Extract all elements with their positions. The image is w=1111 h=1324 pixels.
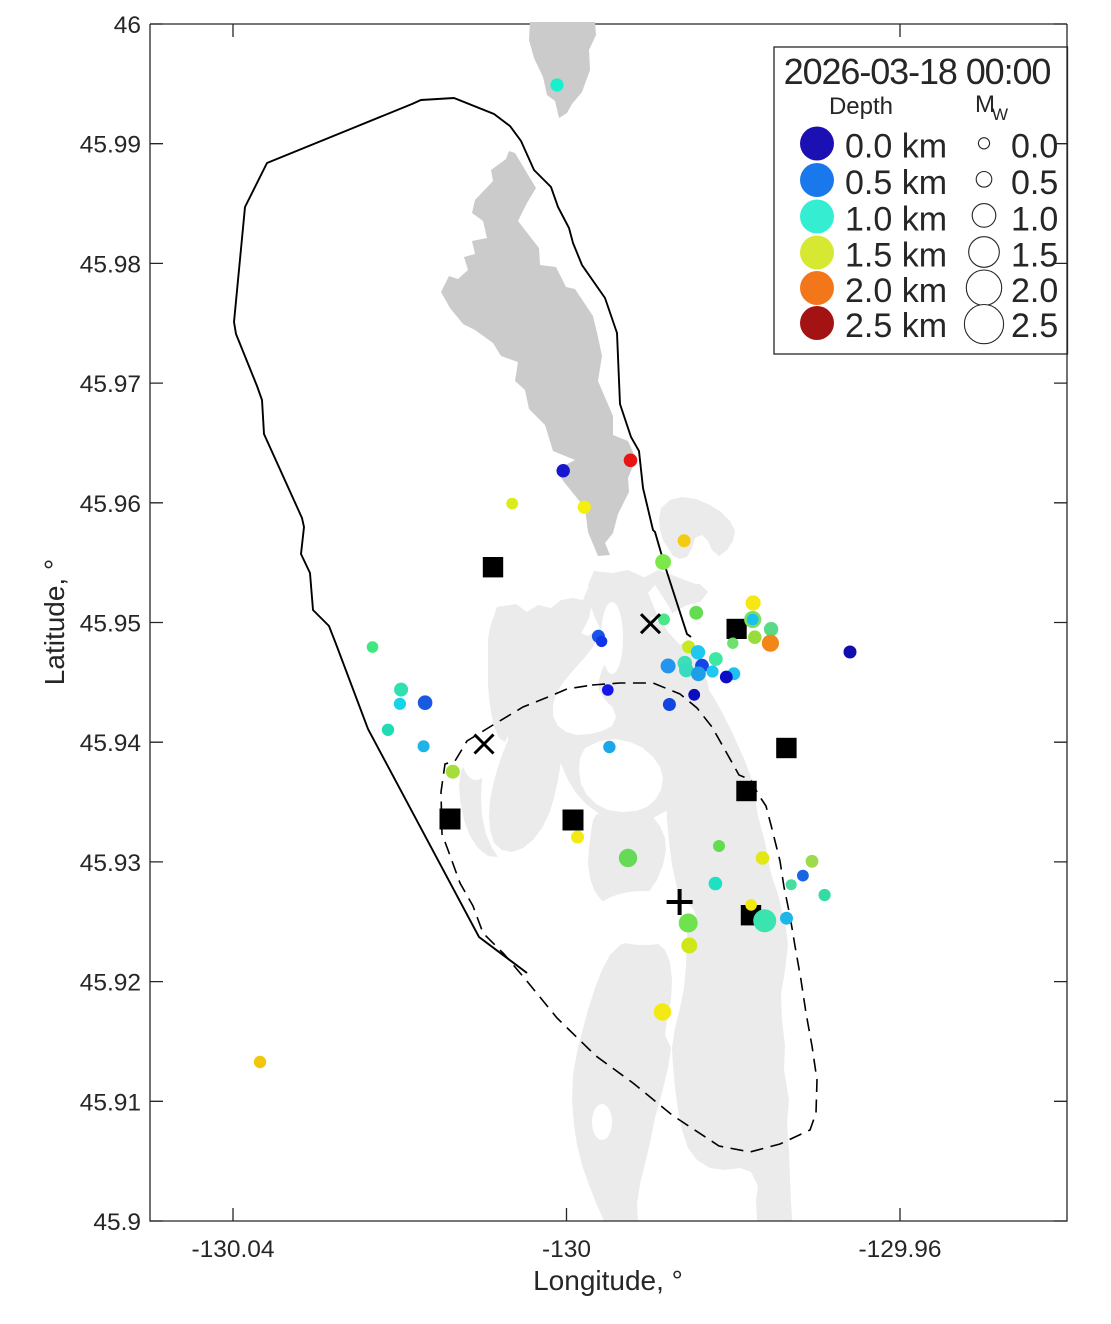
svg-text:2.5: 2.5 <box>1011 307 1058 345</box>
svg-text:0.5: 0.5 <box>1011 164 1058 202</box>
svg-text:45.97: 45.97 <box>80 371 141 398</box>
svg-text:0.0 km: 0.0 km <box>845 128 947 166</box>
svg-text:-129.96: -129.96 <box>858 1236 941 1263</box>
svg-text:45.92: 45.92 <box>80 970 141 997</box>
svg-text:2.0 km: 2.0 km <box>845 272 947 310</box>
svg-text:45.95: 45.95 <box>80 611 141 638</box>
svg-text:45.9: 45.9 <box>93 1209 141 1236</box>
svg-text:0.5 km: 0.5 km <box>845 164 947 202</box>
svg-text:Latitude, °: Latitude, ° <box>39 559 70 685</box>
svg-text:1.5 km: 1.5 km <box>845 237 947 275</box>
svg-text:2026-03-18 00:00: 2026-03-18 00:00 <box>784 51 1051 92</box>
svg-text:45.91: 45.91 <box>80 1089 141 1116</box>
svg-text:Depth: Depth <box>829 93 893 120</box>
svg-text:Longitude, °: Longitude, ° <box>533 1265 683 1296</box>
svg-text:45.94: 45.94 <box>80 730 141 757</box>
svg-text:2.5 km: 2.5 km <box>845 307 947 345</box>
svg-text:-130.04: -130.04 <box>191 1236 274 1263</box>
svg-text:-130: -130 <box>542 1236 591 1263</box>
svg-text:2.0: 2.0 <box>1011 272 1058 310</box>
svg-text:M: M <box>975 91 995 118</box>
svg-text:45.96: 45.96 <box>80 491 141 518</box>
svg-text:45.93: 45.93 <box>80 850 141 877</box>
svg-text:1.0 km: 1.0 km <box>845 201 947 239</box>
svg-text:46: 46 <box>114 12 141 39</box>
svg-text:45.98: 45.98 <box>80 251 141 278</box>
svg-text:1.0: 1.0 <box>1011 201 1058 239</box>
svg-text:0.0: 0.0 <box>1011 128 1058 166</box>
svg-text:1.5: 1.5 <box>1011 237 1058 275</box>
svg-text:W: W <box>992 105 1008 124</box>
svg-text:45.99: 45.99 <box>80 132 141 159</box>
